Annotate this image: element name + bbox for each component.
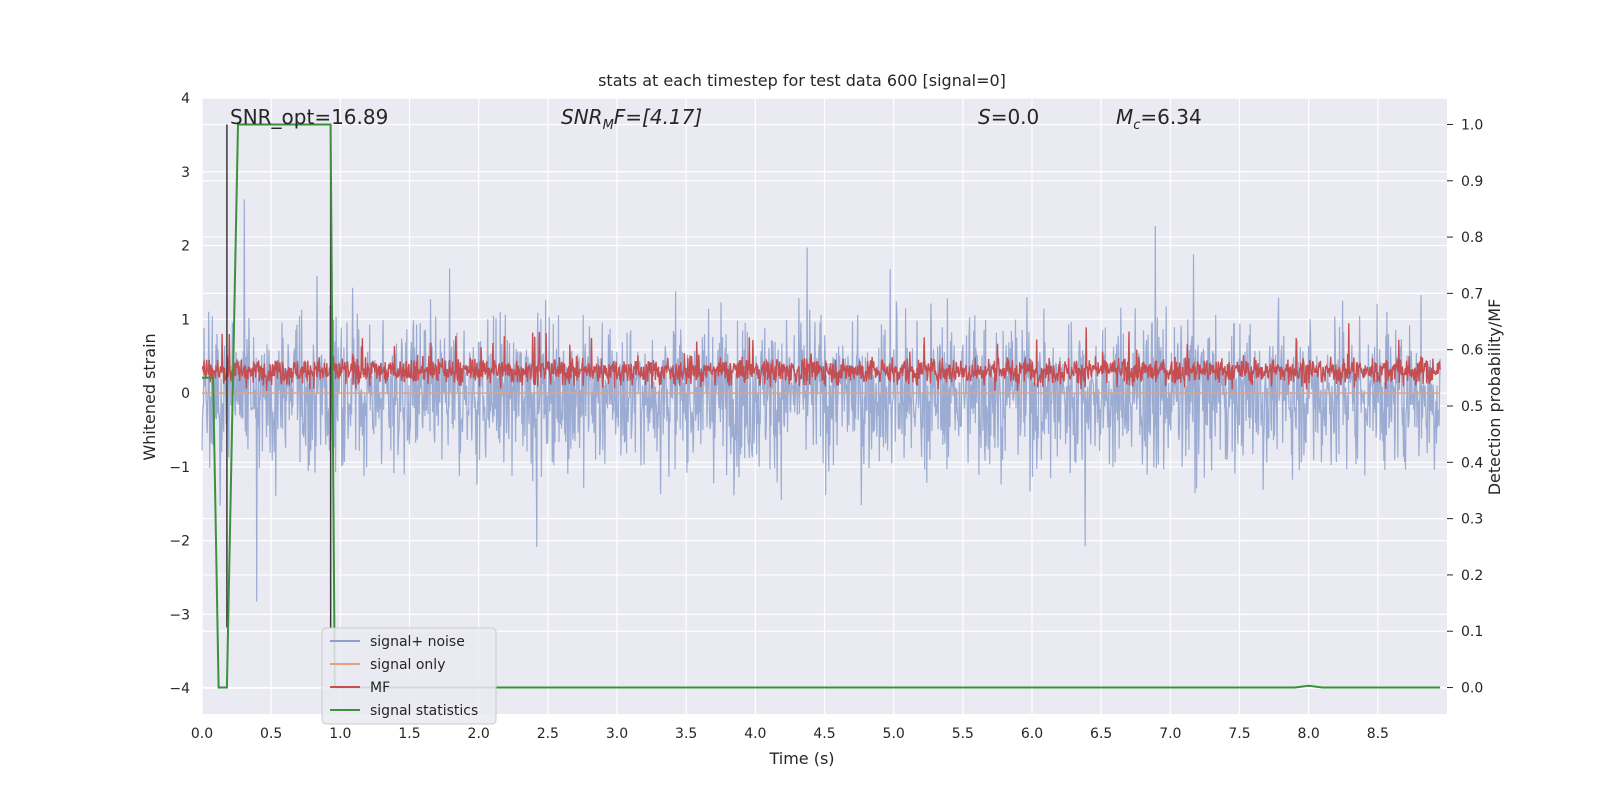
y-tick-label-right: 0.5	[1461, 399, 1483, 415]
y-tick-label-left: −3	[169, 607, 190, 623]
annotation-s: S=0.0	[978, 105, 1039, 129]
y-tick-label-left: 0	[181, 386, 190, 402]
y-tick-label-right: 0.3	[1461, 512, 1483, 528]
y-tick-label-left: 4	[181, 91, 190, 107]
y-tick-label-right: 1.0	[1461, 117, 1483, 133]
legend-label-signal-only: signal only	[370, 657, 445, 673]
series-signal-noise-line	[201, 199, 1441, 602]
x-tick-label: 7.0	[1159, 726, 1181, 742]
x-tick-label: 4.0	[744, 726, 766, 742]
x-tick-label: 5.5	[952, 726, 974, 742]
y-tick-label-left: 1	[181, 312, 190, 328]
annotation-mc: Mc=6.34	[1116, 105, 1202, 133]
chart-title: stats at each timestep for test data 600…	[598, 71, 1006, 90]
x-tick-label: 6.5	[1090, 726, 1112, 742]
annotation-mc-rest: =6.34	[1140, 105, 1201, 129]
legend: signal+ noise signal only MF signal stat…	[321, 627, 497, 725]
annotation-snr-opt: SNR_opt=16.89	[230, 105, 388, 129]
x-tick-label: 4.5	[813, 726, 835, 742]
x-tick-label: 1.0	[329, 726, 351, 742]
legend-label-signal-statistics: signal statistics	[370, 703, 478, 719]
series-mf-line	[201, 323, 1441, 391]
y-tick-label-right: 0.0	[1461, 681, 1483, 697]
y-tick-label-left: 3	[181, 165, 190, 181]
y-axis-label-left: Whitened strain	[140, 333, 159, 460]
x-tick-label: 3.0	[606, 726, 628, 742]
y-tick-label-left: −4	[169, 681, 190, 697]
y-tick-label-left: −2	[169, 534, 190, 550]
x-tick-label: 0.5	[260, 726, 282, 742]
x-tick-label: 7.5	[1228, 726, 1250, 742]
x-tick-label: 8.5	[1367, 726, 1389, 742]
legend-label-signal-noise: signal+ noise	[370, 634, 465, 650]
annotation-snr-mf-main: SNR	[561, 105, 603, 129]
series-layer	[201, 123, 1441, 689]
y-tick-label-right: 0.8	[1461, 230, 1483, 246]
x-tick-label: 6.0	[1021, 726, 1043, 742]
x-tick-label: 0.0	[191, 726, 213, 742]
tick-labels: 0.0 0.5 1.0 1.5 2.0 2.5 3.0 3.5 4.0 4.5 5.0 5.5 6.0 6…	[169, 91, 1483, 742]
x-tick-label: 8.0	[1298, 726, 1320, 742]
annotation-s-main: S	[978, 105, 991, 129]
x-tick-label: 3.5	[675, 726, 697, 742]
y-tick-label-right: 0.2	[1461, 568, 1483, 584]
y-axis-label-right: Detection probability/MF	[1485, 299, 1504, 496]
x-axis-label: Time (s)	[768, 749, 834, 768]
y-tick-label-left: −1	[169, 460, 190, 476]
legend-label-mf: MF	[370, 680, 390, 696]
y-tick-label-right: 0.9	[1461, 174, 1483, 190]
y-tick-label-left: 2	[181, 239, 190, 255]
y-tick-label-right: 0.1	[1461, 624, 1483, 640]
x-tick-label: 5.0	[883, 726, 905, 742]
annotation-mc-sub: c	[1133, 118, 1140, 133]
annotation-snr-mf: SNRMF=[4.17]	[561, 105, 702, 133]
x-tick-label: 1.5	[398, 726, 420, 742]
y-tick-label-right: 0.6	[1461, 343, 1483, 359]
x-tick-label: 2.5	[537, 726, 559, 742]
series-signal-statistics-line	[202, 123, 1441, 689]
annotation-snr-mf-sub: M	[603, 118, 614, 133]
annotation-mc-main: M	[1116, 105, 1133, 129]
annotation-s-rest: =0.0	[991, 105, 1040, 129]
x-tick-label: 2.0	[468, 726, 490, 742]
annotation-snr-mf-rest: F=[4.17]	[614, 105, 702, 129]
y-tick-label-right: 0.4	[1461, 455, 1483, 471]
y-tick-label-right: 0.7	[1461, 286, 1483, 302]
legend-box	[321, 627, 497, 725]
